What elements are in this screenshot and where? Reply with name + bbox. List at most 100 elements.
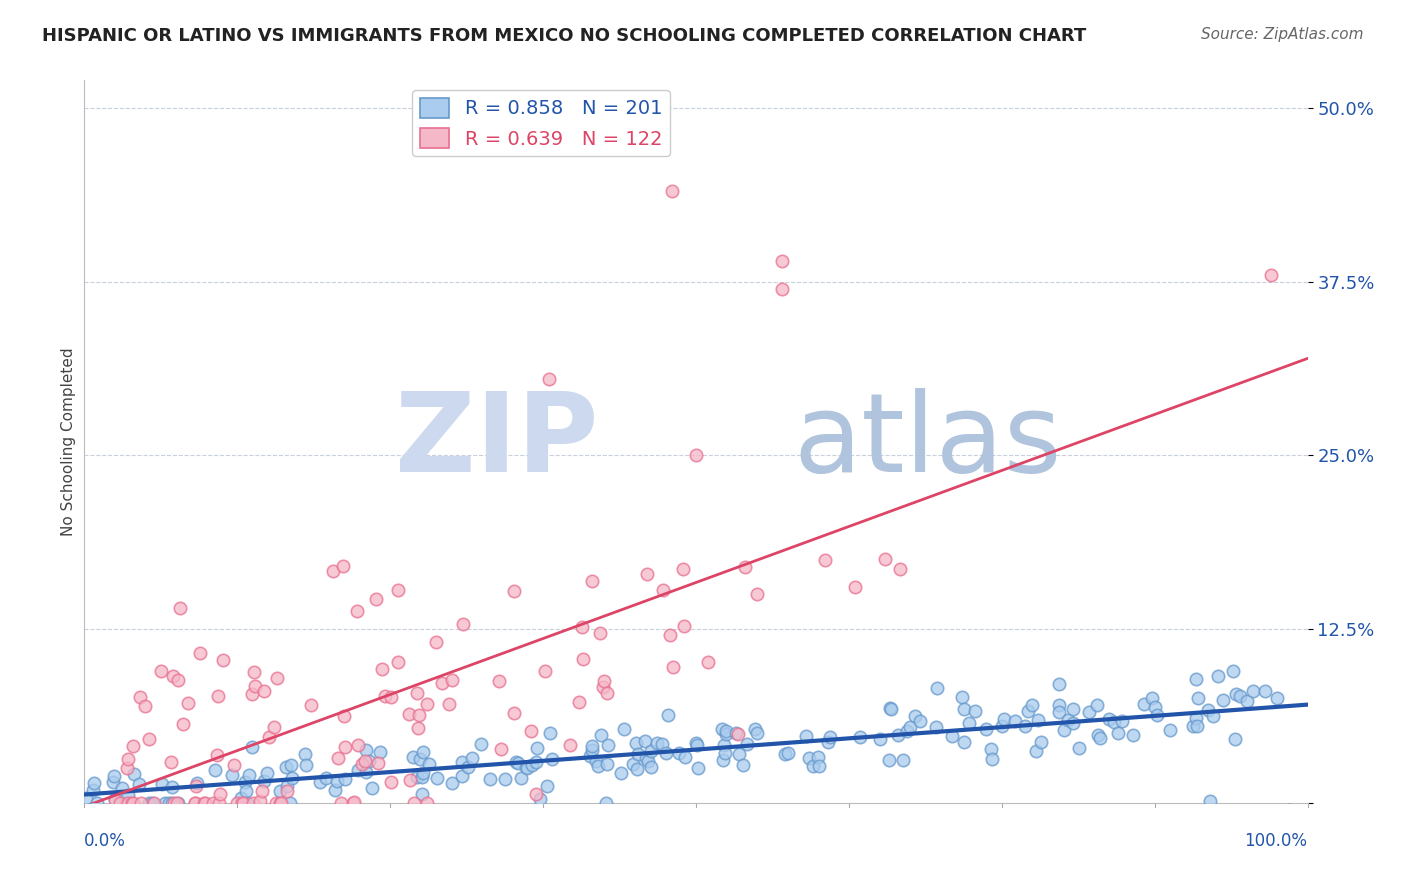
Point — [412, 745, 434, 759]
Point — [350, 756, 373, 771]
Point — [734, 559, 756, 574]
Point — [294, 747, 316, 762]
Point — [150, 777, 173, 791]
Point — [1185, 719, 1208, 733]
Point — [747, 587, 769, 601]
Point — [668, 746, 690, 760]
Point — [167, 673, 190, 688]
Point — [520, 758, 543, 772]
Point — [354, 765, 377, 780]
Point — [257, 731, 280, 745]
Point — [627, 747, 650, 761]
Point — [101, 774, 124, 789]
Point — [354, 743, 377, 757]
Point — [347, 764, 370, 778]
Point — [807, 759, 830, 773]
Text: atlas: atlas — [794, 388, 1063, 495]
Point — [276, 779, 298, 793]
Point — [138, 796, 160, 810]
Point — [814, 553, 837, 567]
Point — [1187, 691, 1209, 706]
Point — [503, 584, 526, 599]
Point — [685, 449, 707, 463]
Point — [368, 745, 391, 759]
Point — [332, 558, 354, 573]
Point — [817, 735, 839, 749]
Point — [325, 774, 347, 789]
Point — [323, 782, 346, 797]
Point — [1052, 723, 1074, 737]
Point — [727, 726, 749, 740]
Point — [399, 772, 422, 787]
Point — [571, 652, 593, 666]
Point — [873, 552, 896, 566]
Point — [581, 739, 603, 753]
Point — [621, 757, 644, 772]
Point — [221, 768, 243, 782]
Point — [328, 751, 350, 765]
Point — [661, 185, 683, 199]
Point — [592, 680, 614, 694]
Point — [1014, 719, 1036, 733]
Point — [188, 646, 211, 660]
Point — [387, 582, 409, 597]
Point — [242, 796, 264, 810]
Point — [122, 739, 145, 754]
Point — [1182, 719, 1205, 733]
Point — [83, 776, 105, 790]
Text: 100.0%: 100.0% — [1244, 831, 1308, 850]
Point — [634, 750, 657, 764]
Point — [685, 736, 707, 750]
Point — [416, 796, 439, 810]
Point — [655, 746, 678, 760]
Point — [406, 721, 429, 735]
Point — [640, 744, 662, 758]
Point — [153, 796, 176, 810]
Point — [588, 759, 610, 773]
Point — [776, 746, 799, 760]
Legend: R = 0.858   N = 201, R = 0.639   N = 122: R = 0.858 N = 201, R = 0.639 N = 122 — [412, 90, 669, 156]
Point — [524, 755, 547, 769]
Point — [207, 689, 229, 703]
Point — [208, 787, 231, 801]
Point — [322, 564, 344, 578]
Point — [1133, 697, 1156, 711]
Point — [904, 709, 927, 723]
Point — [1021, 698, 1043, 712]
Point — [266, 671, 288, 685]
Point — [160, 796, 183, 810]
Point — [596, 738, 619, 752]
Point — [229, 791, 252, 805]
Point — [672, 619, 695, 633]
Point — [408, 708, 430, 723]
Point — [735, 737, 758, 751]
Point — [380, 775, 402, 789]
Text: 0.0%: 0.0% — [84, 831, 127, 850]
Point — [571, 620, 593, 634]
Point — [686, 738, 709, 752]
Point — [430, 675, 453, 690]
Point — [437, 697, 460, 711]
Point — [177, 696, 200, 710]
Point — [541, 751, 564, 765]
Y-axis label: No Schooling Completed: No Schooling Completed — [60, 347, 76, 536]
Point — [581, 574, 603, 588]
Point — [346, 604, 368, 618]
Point — [138, 732, 160, 747]
Point — [243, 680, 266, 694]
Point — [1062, 716, 1084, 731]
Point — [1085, 698, 1108, 713]
Point — [269, 784, 291, 798]
Point — [581, 743, 603, 757]
Text: Source: ZipAtlas.com: Source: ZipAtlas.com — [1201, 27, 1364, 42]
Point — [342, 796, 364, 810]
Point — [526, 741, 548, 756]
Point — [411, 787, 433, 801]
Point — [799, 750, 821, 764]
Text: HISPANIC OR LATINO VS IMMIGRANTS FROM MEXICO NO SCHOOLING COMPLETED CORRELATION : HISPANIC OR LATINO VS IMMIGRANTS FROM ME… — [42, 27, 1087, 45]
Point — [1260, 268, 1282, 282]
Point — [194, 796, 217, 810]
Point — [645, 736, 668, 750]
Point — [240, 687, 263, 701]
Point — [86, 796, 108, 810]
